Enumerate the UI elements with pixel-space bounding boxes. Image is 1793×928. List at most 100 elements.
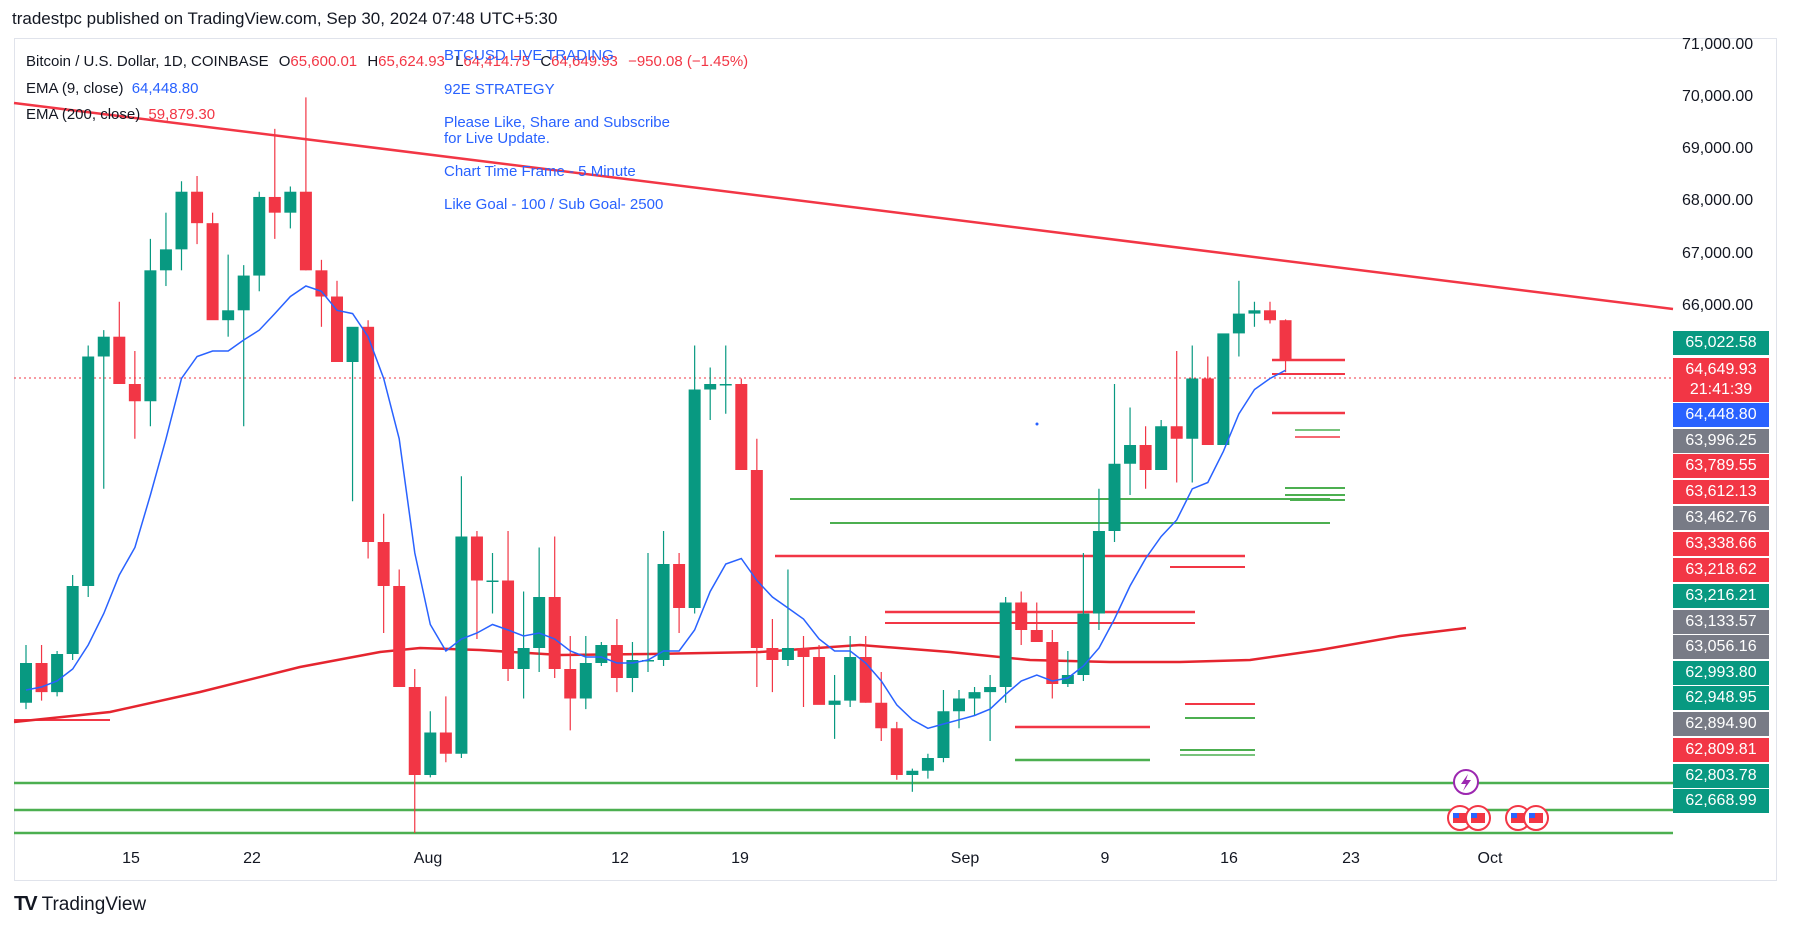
price-tag: 62,948.95 bbox=[1673, 686, 1769, 710]
trendline-layer bbox=[13, 101, 1674, 311]
candle-body bbox=[921, 758, 934, 771]
us-flag-stripes bbox=[1511, 813, 1525, 823]
candle-body bbox=[1155, 426, 1168, 470]
candle-body bbox=[610, 645, 623, 678]
candle-body bbox=[890, 728, 903, 775]
candle-body bbox=[20, 663, 32, 703]
y-tick-label: 69,000.00 bbox=[1682, 140, 1754, 157]
candle-body bbox=[1092, 531, 1105, 614]
candle-body bbox=[486, 580, 499, 582]
legend-ema9-value: 64,448.80 bbox=[131, 80, 199, 97]
horizontal-levels bbox=[14, 358, 1673, 835]
candle-body bbox=[144, 270, 157, 402]
misc-layer bbox=[1035, 422, 1549, 831]
candle-body bbox=[1248, 310, 1261, 314]
us-flag-canton bbox=[1471, 813, 1477, 818]
price-tag: 65,022.58 bbox=[1673, 331, 1769, 355]
note-subscribe: Please Like, Share and Subscribe bbox=[444, 114, 670, 131]
candle-body bbox=[362, 326, 375, 542]
note-update: for Live Update. bbox=[444, 130, 550, 147]
price-tag: 63,133.57 bbox=[1673, 610, 1769, 634]
ema200-line bbox=[13, 626, 1467, 724]
candle-body bbox=[1139, 445, 1152, 470]
us-flag-canton bbox=[1453, 813, 1459, 818]
candle-body bbox=[719, 384, 732, 386]
candle-body bbox=[1264, 310, 1276, 321]
price-tag: 63,612.13 bbox=[1673, 480, 1769, 504]
x-tick-label: 22 bbox=[243, 850, 261, 867]
candle-body bbox=[1124, 445, 1137, 464]
candle-body bbox=[315, 270, 328, 297]
candle-body bbox=[502, 580, 515, 669]
candle-body bbox=[984, 687, 997, 693]
y-tick-label: 68,000.00 bbox=[1682, 192, 1754, 209]
candle-body bbox=[268, 196, 281, 213]
x-tick-label: 15 bbox=[122, 850, 140, 867]
candle-body bbox=[1170, 426, 1183, 439]
candle-body bbox=[999, 602, 1012, 687]
us-flag-stripes bbox=[1529, 813, 1543, 823]
price-tag: 62,668.99 bbox=[1673, 789, 1769, 813]
price-tag: 62,809.81 bbox=[1673, 738, 1769, 762]
candle-body bbox=[51, 654, 64, 693]
candle-body bbox=[1232, 313, 1245, 334]
us-flag-canton bbox=[1529, 813, 1535, 818]
footer-brand[interactable]: TV TradingView bbox=[14, 893, 146, 916]
candle-body bbox=[439, 732, 452, 754]
candle-body bbox=[595, 645, 608, 663]
candle-body bbox=[766, 648, 779, 660]
legend-ema200-row: EMA (200, close) 59,879.30 bbox=[26, 106, 215, 123]
y-tick-label: 67,000.00 bbox=[1682, 245, 1754, 262]
candle-body bbox=[844, 657, 857, 701]
candle-body bbox=[688, 389, 701, 608]
legend-high: 65,624.93 bbox=[378, 53, 445, 70]
price-tag: 63,218.62 bbox=[1673, 558, 1769, 582]
candle-body bbox=[66, 586, 79, 654]
price-tag: 21:41:39 bbox=[1673, 378, 1769, 402]
candle-body bbox=[284, 191, 297, 213]
candle-body bbox=[1077, 613, 1090, 675]
legend-h-label: H bbox=[367, 53, 379, 70]
candle-body bbox=[564, 669, 577, 699]
x-tick-label: 16 bbox=[1220, 850, 1238, 867]
legend-ema9-label: EMA (9, close) bbox=[26, 80, 124, 97]
note-live-trading: BTCUSD LIVE TRADING bbox=[444, 47, 614, 64]
x-tick-label: Oct bbox=[1477, 850, 1503, 867]
candle-body bbox=[626, 660, 639, 678]
chart-frame[interactable] bbox=[14, 38, 1777, 881]
candle-body bbox=[128, 384, 141, 402]
price-tag: 64,448.80 bbox=[1673, 403, 1769, 427]
tradingview-logo-icon: TV bbox=[14, 893, 38, 915]
marker-dot bbox=[1035, 422, 1039, 426]
descending-trendline bbox=[13, 101, 1674, 311]
candle-body bbox=[1030, 630, 1043, 642]
legend-open: 65,600.01 bbox=[290, 53, 358, 70]
candle-body bbox=[797, 648, 810, 657]
candle-body bbox=[408, 687, 421, 775]
published-header: tradestpc published on TradingView.com, … bbox=[12, 9, 558, 28]
candle-body bbox=[813, 657, 826, 705]
price-tag: 62,894.90 bbox=[1673, 712, 1769, 736]
note-goals: Like Goal - 100 / Sub Goal- 2500 bbox=[444, 196, 664, 213]
candle-body bbox=[750, 470, 763, 648]
price-tag: 63,338.66 bbox=[1673, 532, 1769, 556]
candle-body bbox=[253, 196, 266, 276]
legend-ema200-label: EMA (200, close) bbox=[26, 106, 141, 123]
candle-body bbox=[113, 336, 126, 384]
x-tick-label: Aug bbox=[413, 850, 443, 867]
candle-body bbox=[673, 564, 686, 608]
legend-c-label: C bbox=[540, 53, 552, 70]
candle-body bbox=[875, 702, 888, 729]
x-tick-label: 9 bbox=[1100, 850, 1110, 867]
ema9-layer bbox=[25, 285, 1286, 730]
legend-symbol: Bitcoin / U.S. Dollar, 1D, COINBASE bbox=[26, 53, 269, 70]
y-tick-label: 70,000.00 bbox=[1682, 88, 1754, 105]
candle-body bbox=[859, 657, 872, 703]
candle-body bbox=[424, 732, 437, 775]
legend-low: 64,414.75 bbox=[463, 53, 531, 70]
candles-layer bbox=[20, 97, 1292, 833]
candle-body bbox=[1108, 463, 1121, 531]
us-flag-stripes bbox=[1453, 813, 1467, 823]
legend-change: −950.08 (−1.45%) bbox=[628, 53, 749, 70]
